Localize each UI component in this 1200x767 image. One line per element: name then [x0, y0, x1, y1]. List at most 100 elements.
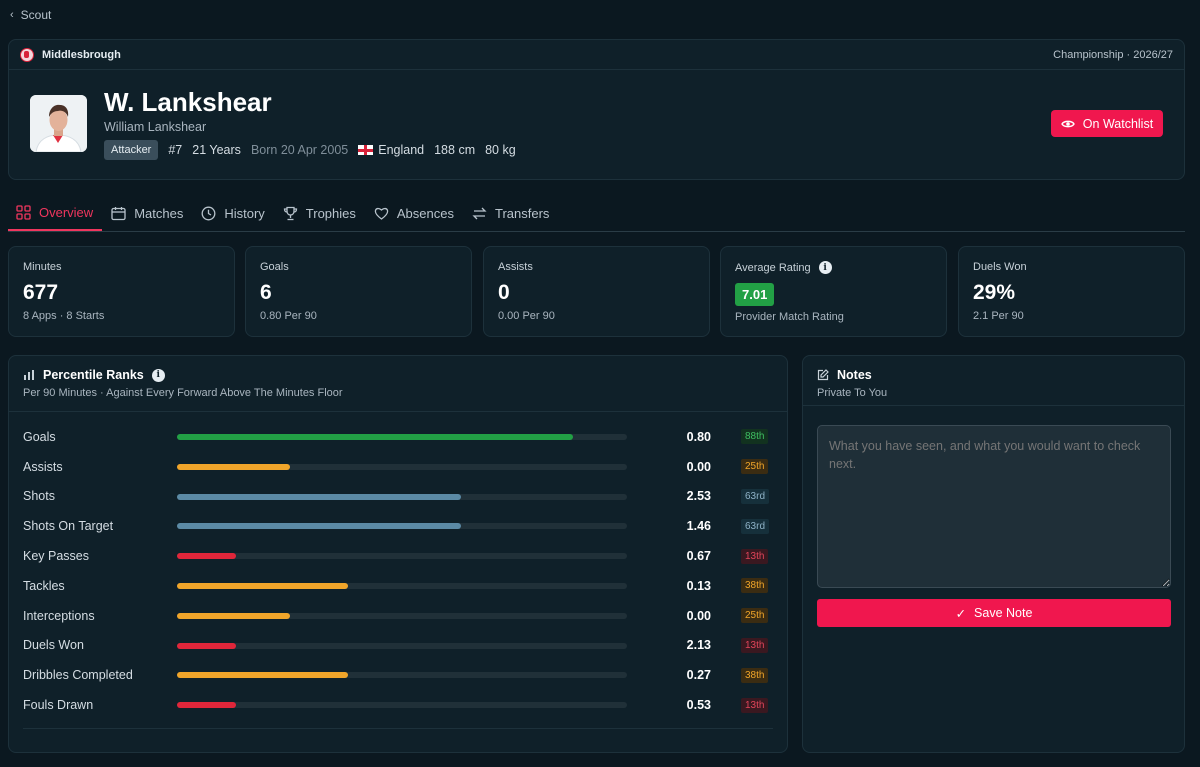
stat-assists: Assists 0 0.00 Per 90: [483, 246, 710, 337]
percentile-row: Key Passes 0.67 13th: [9, 541, 789, 571]
stat-value: 677: [23, 281, 59, 304]
tab-label: History: [224, 206, 265, 221]
nationality-label: England: [378, 143, 425, 157]
metric-name: Interceptions: [23, 608, 95, 623]
percentile-track: [177, 523, 627, 530]
save-note-button[interactable]: ✓ Save Note: [817, 599, 1171, 627]
stat-label-row: Average Rating i: [735, 261, 832, 274]
edit-icon: [817, 369, 829, 381]
birth-date: Born 20 Apr 2005: [250, 143, 349, 157]
grid-icon: [16, 205, 31, 220]
stat-label: Average Rating: [735, 261, 811, 274]
metric-value: 2.13: [686, 638, 711, 653]
percentile-track: [177, 582, 627, 589]
tab-matches[interactable]: Matches: [102, 196, 192, 231]
percentile-track: [177, 493, 627, 500]
percentile-track: [177, 642, 627, 649]
percentile-fill: [177, 463, 290, 470]
rank-badge: 88th: [741, 429, 769, 445]
stat-sub: Provider Match Rating: [735, 311, 844, 323]
stat-minutes: Minutes 677 8 Apps · 8 Starts: [8, 246, 235, 337]
metric-name: Shots On Target: [23, 519, 114, 534]
divider: [23, 728, 773, 729]
percentile-row: Goals 0.80 88th: [9, 422, 789, 452]
competition-season: Championship · 2026/27: [1053, 48, 1173, 61]
rank-badge: 38th: [741, 667, 769, 683]
shirt-number: #7: [168, 143, 183, 157]
percentile-row: Interceptions 0.00 25th: [9, 601, 789, 631]
player-height: 188 cm: [434, 143, 476, 157]
metric-value: 1.46: [686, 519, 711, 534]
info-icon[interactable]: i: [151, 368, 165, 382]
rank-badge: 63rd: [741, 488, 770, 504]
watchlist-button[interactable]: On Watchlist: [1051, 110, 1163, 137]
player-age: 21 Years: [192, 143, 241, 157]
stat-label: Minutes: [23, 261, 62, 273]
metric-name: Goals: [23, 429, 56, 444]
player-weight: 80 kg: [485, 143, 516, 157]
percentile-track: [177, 553, 627, 560]
watchlist-label: On Watchlist: [1082, 116, 1154, 131]
percentile-row: Dribbles Completed 0.27 38th: [9, 660, 789, 690]
tab-label: Absences: [396, 206, 454, 221]
rank-badge: 13th: [741, 548, 769, 564]
notes-header: Notes Private To You: [803, 356, 1184, 406]
percentile-fill: [177, 493, 461, 500]
percentile-track: [177, 672, 627, 679]
rating-badge: 7.01: [735, 283, 775, 306]
tab-bar: Overview Matches History Trophies Absenc…: [8, 196, 1185, 232]
percentile-row: Shots 2.53 63rd: [9, 482, 789, 512]
stat-sub: 2.1 Per 90: [973, 310, 1024, 322]
calendar-icon: [111, 207, 126, 221]
metric-name: Assists: [23, 459, 63, 474]
stat-value: 0: [498, 281, 510, 304]
percentile-fill: [177, 434, 573, 440]
player-name: W. Lankshear: [104, 87, 272, 117]
rank-badge: 13th: [741, 697, 769, 713]
stat-label: Goals: [260, 261, 289, 273]
percentile-subtitle: Per 90 Minutes · Against Every Forward A…: [23, 387, 343, 399]
stat-label: Assists: [498, 261, 533, 273]
notes-title-row: Notes: [817, 368, 1170, 382]
tab-history[interactable]: History: [192, 196, 273, 231]
stat-rating: Average Rating i 7.01 Provider Match Rat…: [720, 246, 947, 337]
percentile-row: Assists 0.00 25th: [9, 452, 789, 482]
rank-badge: 25th: [741, 608, 769, 624]
tab-absences[interactable]: Absences: [365, 196, 463, 231]
metric-value: 0.80: [686, 429, 711, 444]
stat-value: 6: [260, 281, 272, 304]
percentile-fill: [177, 702, 236, 709]
stat-sub: 8 Apps · 8 Starts: [23, 310, 105, 322]
percentile-header: Percentile Ranks i Per 90 Minutes · Agai…: [9, 356, 787, 412]
nationality: England: [358, 143, 424, 157]
metric-value: 0.53: [686, 698, 711, 713]
metric-name: Dribbles Completed: [23, 668, 133, 683]
percentile-fill: [177, 582, 348, 589]
eye-icon: [1060, 120, 1075, 127]
percentile-track: [177, 463, 627, 470]
notes-title: Notes: [837, 368, 872, 382]
club-name: Middlesbrough: [42, 48, 121, 61]
heart-icon: [374, 207, 389, 220]
metric-value: 0.00: [686, 608, 711, 623]
metric-name: Tackles: [23, 578, 65, 593]
check-icon: ✓: [955, 606, 967, 621]
tab-trophies[interactable]: Trophies: [274, 196, 365, 231]
tab-label: Matches: [134, 206, 184, 221]
metric-value: 2.53: [686, 489, 711, 504]
percentile-rows: Goals 0.80 88th Assists 0.00 25th Shots 2.53 63r…: [9, 422, 789, 720]
tab-transfers[interactable]: Transfers: [463, 196, 558, 231]
percentile-fill: [177, 642, 236, 649]
player-full-name: William Lankshear: [104, 120, 207, 134]
stat-sub: 0.80 Per 90: [260, 310, 317, 322]
tab-label: Overview: [39, 205, 94, 220]
notes-textarea[interactable]: [817, 425, 1171, 588]
rank-badge: 38th: [741, 578, 769, 594]
tab-overview[interactable]: Overview: [8, 196, 103, 231]
percentile-row: Tackles 0.13 38th: [9, 571, 789, 601]
stat-label: Duels Won: [973, 261, 1027, 273]
metric-value: 0.13: [686, 578, 711, 593]
info-icon[interactable]: i: [818, 261, 832, 274]
back-link[interactable]: ‹ Scout: [10, 8, 51, 22]
percentile-track: [177, 434, 627, 440]
